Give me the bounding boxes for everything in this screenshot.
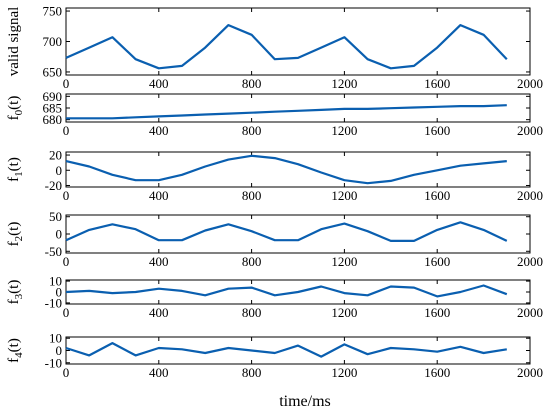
panel-5-xtick-label-1: 400 [149,365,169,380]
panel-3-xtick-label-2: 800 [242,254,262,269]
panel-1-xtick-label-2: 800 [242,123,262,138]
panel-1-ytick-label-1: 685 [43,101,63,116]
panel-3-ytick-label-1: 0 [56,227,63,242]
panel-0-series-line [65,24,508,70]
panel-3-series-line [65,221,508,242]
panel-1-ylabel-tail: (t) [6,96,22,110]
panel-3-xtick-label-0: 0 [63,254,70,269]
panel-5-xtick-label-0: 0 [63,365,70,380]
panel-0-ytick-label-1: 700 [43,34,63,49]
panel-0-ytick-label-2: 750 [43,4,63,19]
panel-0-xtick-label-2: 800 [242,76,262,91]
panel-1-ytick-label-0: 680 [43,112,63,127]
panel-3-xtick-label-5: 2000 [517,254,543,269]
panel-0-ytick-label-0: 650 [43,64,63,79]
panel-2-ytick-label-2: 20 [49,148,62,163]
panel-2-xtick-label-1: 400 [149,188,169,203]
panel-5-xtick-label-2: 800 [242,365,262,380]
panel-2-ytick-label-0: -20 [45,178,62,193]
panel-2-ylabel-base: f [6,177,22,182]
panel-4-ytick-label-1: 0 [56,285,63,300]
panel-3-ylabel: f2(t) [6,222,25,247]
panel-4-ylabel: f3(t) [6,280,25,305]
panel-5-xtick-label-4: 1600 [424,365,450,380]
panel-4-xtick-label-1: 400 [149,305,169,320]
panel-5-ylabel-tail: (t) [6,338,22,352]
panel-0-xtick-label-3: 1200 [331,76,357,91]
panel-2-ytick-label-1: 0 [56,163,63,178]
panel-1-xtick-label-0: 0 [63,123,70,138]
panel-4-ylabel-tail: (t) [6,280,22,294]
panel-4-xtick-label-5: 2000 [517,305,543,320]
panel-3-ylabel-tail: (t) [6,222,22,236]
panel-4-ylabel-base: f [6,299,22,304]
panel-4-series-line [65,284,508,298]
panel-1-xtick-label-1: 400 [149,123,169,138]
panel-1-xtick-label-4: 1600 [424,123,450,138]
panel-3-ylabel-base: f [6,241,22,246]
panel-0-xtick-label-0: 0 [63,76,70,91]
panel-0: 0 400 800 1200 1600 2000 650 700 750 valid signal [6,4,543,91]
panel-4-xtick-label-3: 1200 [331,305,357,320]
panel-0-ylabel: valid signal [6,7,22,77]
panel-5-ytick-label-0: -10 [45,355,62,370]
panel-4-ytick-label-0: -10 [45,295,62,310]
panel-0-xtick-label-5: 2000 [517,76,543,91]
panel-2-series-line [65,154,507,185]
panel-5-xtick-label-3: 1200 [331,365,357,380]
panel-5-ylabel-base: f [6,358,22,363]
panel-5-xtick-label-5: 2000 [517,365,543,380]
panel-3-ytick-label-0: -50 [45,244,62,259]
panel-5-ylabel-sub: 4 [13,352,25,358]
panel-2-xtick-label-3: 1200 [331,188,357,203]
panel-3-ylabel-sub: 2 [13,236,25,242]
panel-3-ytick-label-2: 50 [49,209,62,224]
panel-2-xtick-label-0: 0 [63,188,70,203]
panel-5-series-line [65,342,507,358]
panel-3-xtick-label-3: 1200 [331,254,357,269]
panel-1-ytick-label-2: 690 [43,89,63,104]
panel-2-frame [65,151,531,188]
panel-4-xtick-label-2: 800 [242,305,262,320]
panel-1-xtick-label-5: 2000 [517,123,543,138]
panel-3-frame [65,214,531,254]
panel-5-ytick-label-2: 10 [49,331,62,346]
panel-0-frame [65,7,531,76]
panel-4-xtick-label-4: 1600 [424,305,450,320]
panel-5-frame [65,336,531,365]
panel-2-ylabel-tail: (t) [6,157,22,171]
panel-4-xtick-label-0: 0 [63,305,70,320]
panel-1-ylabel-sub: 0 [13,109,25,115]
panel-1-xtick-label-3: 1200 [331,123,357,138]
panel-1-ylabel: f0(t) [6,96,25,121]
panel-0-xtick-label-1: 400 [149,76,169,91]
panel-3-xtick-label-4: 1600 [424,254,450,269]
panel-1-ylabel-base: f [6,115,22,120]
panel-0-xtick-label-4: 1600 [424,76,450,91]
panel-5-ytick-label-1: 0 [56,343,63,358]
panel-4-ylabel-sub: 3 [13,293,25,299]
panel-2-ylabel-sub: 1 [13,171,25,177]
panel-1-series-line [66,104,507,120]
panel-2-xtick-label-5: 2000 [517,188,543,203]
panel-3-xtick-label-1: 400 [149,254,169,269]
panel-5-ylabel: f4(t) [6,338,25,363]
panel-2-ylabel: f1(t) [6,157,25,182]
x-axis-label: time/ms [279,393,331,410]
panel-4-ytick-label-2: 10 [49,274,62,289]
panel-2-xtick-label-4: 1600 [424,188,450,203]
panel-2-xtick-label-2: 800 [242,188,262,203]
